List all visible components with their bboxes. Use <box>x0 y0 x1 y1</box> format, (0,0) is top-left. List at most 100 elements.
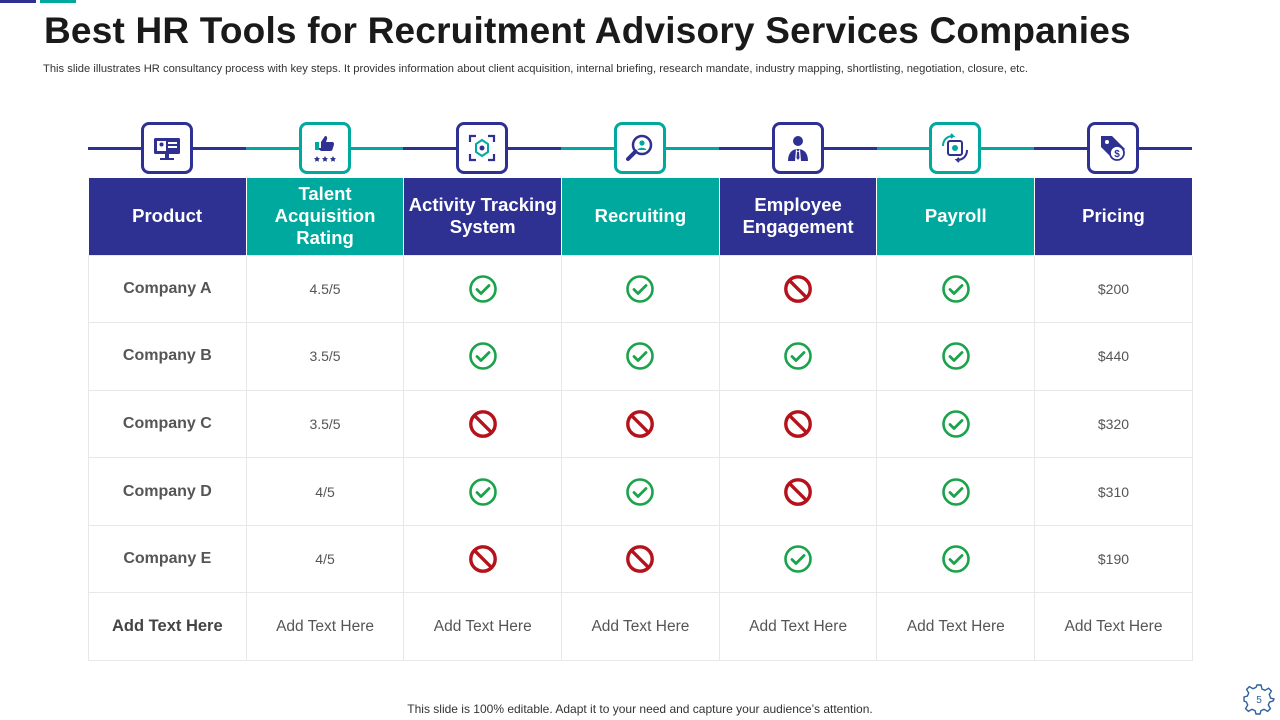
table-row: Company C 3.5/5 $320 <box>88 389 1193 459</box>
column-header: Activity Tracking System <box>403 178 563 255</box>
table-row: Company D 4/5 $310 <box>88 457 1193 526</box>
rating-value: 4.5/5 <box>245 254 405 324</box>
recruiting-cell <box>561 254 720 324</box>
check-icon <box>784 545 812 573</box>
price-value: $190 <box>1034 524 1193 594</box>
prohibited-icon <box>468 410 497 438</box>
payroll-cell <box>876 457 1036 526</box>
page-number: 5 <box>1256 695 1262 706</box>
payroll-cell <box>876 389 1036 459</box>
recruiting-cell <box>561 322 720 391</box>
activity-cell <box>403 524 563 594</box>
rating-thumbs-up-icon-box <box>298 122 351 174</box>
placeholder-text: Add Text Here <box>245 592 405 662</box>
pricing-tag-icon: $ <box>1101 136 1126 161</box>
prohibited-icon <box>626 545 655 574</box>
activity-tracking-icon-box <box>456 122 509 174</box>
company-name: Company D <box>88 457 247 526</box>
recruiting-search-icon-box <box>614 122 666 174</box>
payroll-cell <box>876 322 1036 391</box>
prohibited-icon <box>468 545 497 574</box>
activity-tracking-icon <box>469 134 496 162</box>
recruiting-cell <box>561 457 720 526</box>
rating-thumbs-up-icon <box>313 136 336 162</box>
product-presentation-icon <box>153 138 180 160</box>
gear-icon: 5 <box>1243 684 1275 715</box>
comparison-table: Product Talent Acquisition Rating Activity… <box>88 178 1193 662</box>
page-subtitle: This slide illustrates HR consultancy pr… <box>43 63 1028 75</box>
rating-value: 3.5/5 <box>245 389 405 459</box>
engagement-cell <box>718 524 878 594</box>
prohibited-icon <box>784 410 812 438</box>
check-icon <box>468 477 497 506</box>
rating-value: 4/5 <box>245 524 405 594</box>
activity-cell <box>403 389 563 459</box>
activity-cell <box>403 457 563 526</box>
payroll-cell <box>876 524 1036 594</box>
check-icon <box>626 274 655 303</box>
prohibited-icon <box>784 477 812 506</box>
column-header: Employee Engagement <box>719 178 878 255</box>
header-icon-row: $ <box>88 120 1192 176</box>
price-value: $200 <box>1034 254 1193 324</box>
employee-icon <box>787 136 808 161</box>
prohibited-icon <box>784 274 812 303</box>
pricing-tag-icon-box: $ <box>1087 122 1140 174</box>
activity-cell <box>403 254 563 324</box>
check-icon <box>941 477 970 506</box>
check-icon <box>468 342 497 371</box>
engagement-cell <box>718 322 878 391</box>
check-icon <box>468 274 497 303</box>
recruiting-cell <box>561 524 720 594</box>
payroll-exchange-icon-box <box>929 122 982 174</box>
check-icon <box>626 342 655 371</box>
employee-icon-box <box>771 122 824 174</box>
check-icon <box>941 342 970 371</box>
table-row: Company B 3.5/5 $440 <box>88 322 1193 391</box>
svg-text:$: $ <box>1114 149 1120 160</box>
footer-note: This slide is 100% editable. Adapt it to… <box>407 702 873 716</box>
payroll-cell <box>876 254 1036 324</box>
check-icon <box>941 410 970 438</box>
price-value: $310 <box>1034 457 1193 526</box>
engagement-cell <box>718 389 878 459</box>
price-value: $320 <box>1034 389 1193 459</box>
product-presentation-icon-box <box>140 122 193 174</box>
price-value: $440 <box>1034 322 1193 391</box>
company-name: Company A <box>88 254 247 324</box>
check-icon <box>941 545 970 573</box>
prohibited-icon <box>626 410 655 438</box>
company-name: Company B <box>88 322 247 391</box>
table-body: Company A 4.5/5 $200 Company B 3.5/5 $440 Comp… <box>88 254 1193 662</box>
placeholder-text: Add Text Here <box>1034 592 1193 662</box>
check-icon <box>941 274 970 303</box>
check-icon <box>784 342 812 371</box>
table-row: Company E 4/5 $190 <box>88 524 1193 594</box>
table-header-row: Product Talent Acquisition Rating Activity… <box>88 178 1193 255</box>
table-row: Company A 4.5/5 $200 <box>88 254 1193 324</box>
top-accent-navy <box>0 0 36 3</box>
table-row-placeholder: Add Text Here Add Text Here Add Text Here A… <box>88 592 1193 662</box>
placeholder-text: Add Text Here <box>876 592 1036 662</box>
column-header: Talent Acquisition Rating <box>246 178 405 255</box>
engagement-cell <box>718 254 878 324</box>
placeholder-text: Add Text Here <box>718 592 878 662</box>
placeholder-text: Add Text Here <box>88 592 247 662</box>
column-header: Product <box>88 178 247 255</box>
placeholder-text: Add Text Here <box>403 592 563 662</box>
rating-value: 4/5 <box>245 457 405 526</box>
placeholder-text: Add Text Here <box>561 592 720 662</box>
top-accent-teal <box>40 0 76 3</box>
company-name: Company C <box>88 389 247 459</box>
recruiting-cell <box>561 389 720 459</box>
payroll-exchange-icon <box>942 133 969 163</box>
rating-value: 3.5/5 <box>245 322 405 391</box>
check-icon <box>626 477 655 506</box>
recruiting-search-icon <box>626 134 653 161</box>
company-name: Company E <box>88 524 247 594</box>
page-title: Best HR Tools for Recruitment Advisory S… <box>44 10 1131 51</box>
engagement-cell <box>718 457 878 526</box>
column-header: Pricing <box>1034 178 1193 255</box>
column-header: Payroll <box>876 178 1036 255</box>
column-header: Recruiting <box>561 178 720 255</box>
